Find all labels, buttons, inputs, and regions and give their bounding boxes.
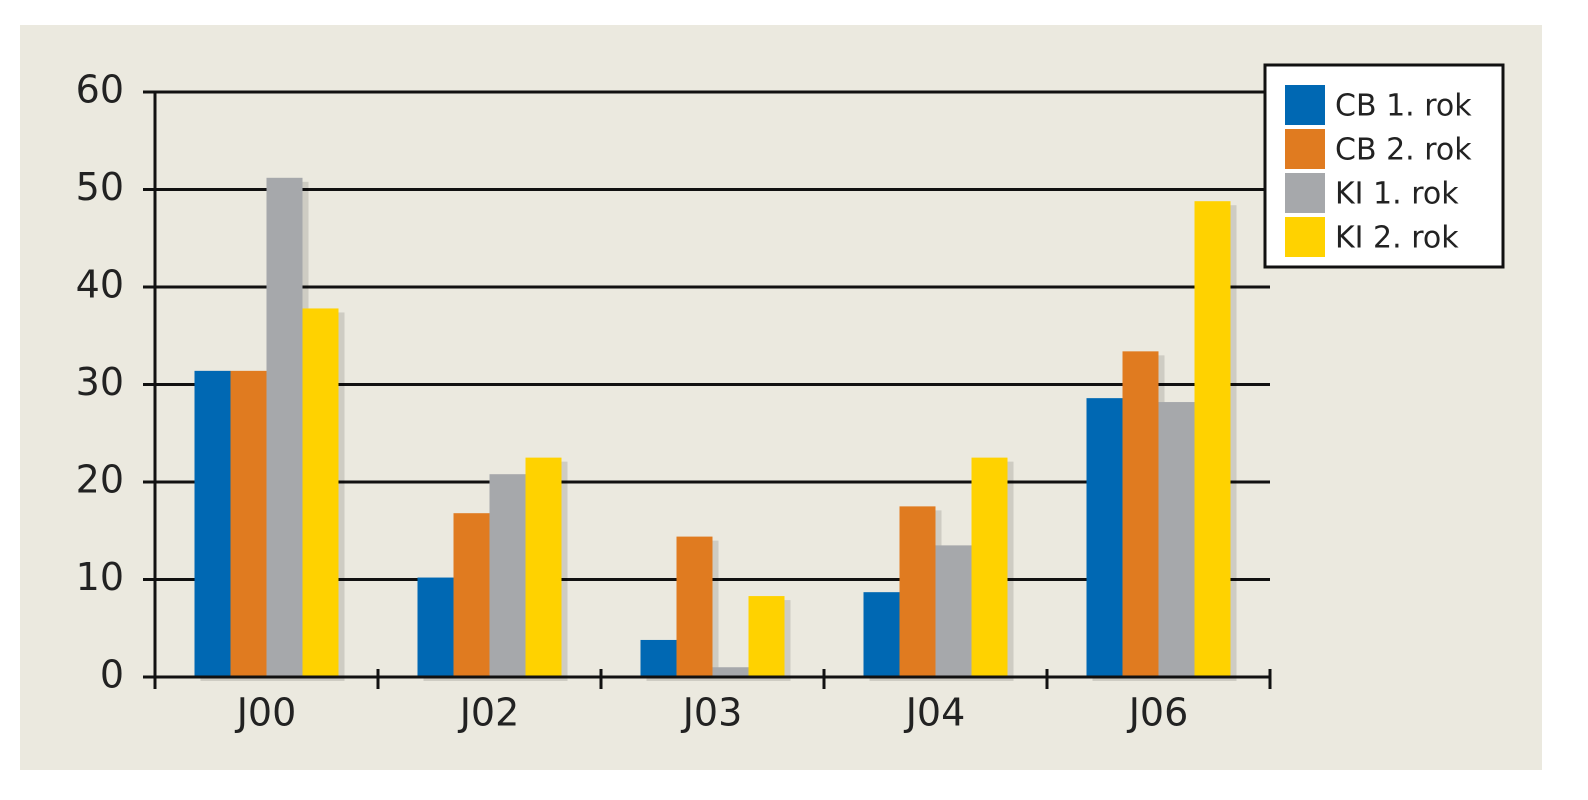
- bar: [1158, 402, 1195, 677]
- x-tick-label: J06: [1127, 691, 1189, 735]
- x-tick-label: J04: [904, 691, 966, 735]
- legend-label: CB 1. rok: [1335, 89, 1472, 124]
- x-tick-label: J02: [458, 691, 520, 735]
- bar: [899, 506, 936, 677]
- legend-swatch: [1285, 85, 1325, 125]
- bar: [935, 545, 972, 677]
- y-tick-label: 0: [100, 653, 124, 697]
- bar: [525, 457, 562, 677]
- legend-label: KI 1. rok: [1335, 177, 1459, 212]
- x-tick-label: J03: [681, 691, 743, 735]
- bar: [1086, 398, 1123, 677]
- y-tick-label: 30: [76, 360, 124, 404]
- legend: CB 1. rok CB 2. rok KI 1. rok KI 2. rok: [1263, 63, 1505, 269]
- legend-label: CB 2. rok: [1335, 133, 1472, 168]
- legend-swatch: [1285, 129, 1325, 169]
- y-tick-label: 50: [76, 165, 124, 209]
- y-tick-label: 20: [76, 458, 124, 502]
- bar: [453, 513, 490, 677]
- bar: [971, 457, 1008, 677]
- y-tick-label: 10: [76, 555, 124, 599]
- legend-label: KI 2. rok: [1335, 221, 1459, 256]
- bar: [676, 536, 713, 677]
- bar: [748, 596, 785, 677]
- bar: [266, 177, 303, 678]
- bar: [863, 592, 900, 677]
- bar: [1122, 351, 1159, 677]
- bar: [712, 667, 749, 677]
- bar: [417, 577, 454, 677]
- legend-swatch: [1285, 217, 1325, 257]
- legend-swatch: [1285, 173, 1325, 213]
- bar: [489, 474, 526, 677]
- bar: [194, 370, 231, 677]
- bar: [230, 370, 267, 677]
- bar: [302, 308, 339, 677]
- bar: [640, 639, 677, 677]
- y-tick-label: 60: [76, 68, 124, 112]
- y-tick-label: 40: [76, 263, 124, 307]
- bar: [1194, 201, 1231, 677]
- x-tick-label: J00: [235, 691, 297, 735]
